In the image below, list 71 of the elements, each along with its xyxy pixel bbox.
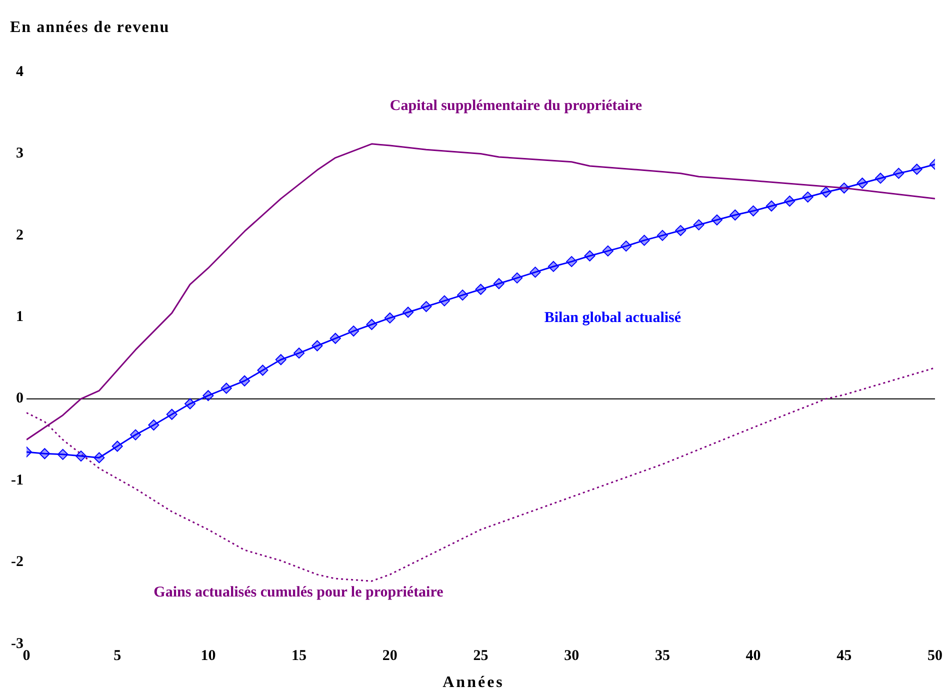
y-tick-label: -2	[10, 554, 24, 570]
point	[638, 234, 650, 246]
y-tick-label: 1	[16, 309, 24, 326]
point	[512, 272, 523, 284]
point	[57, 448, 68, 460]
text: Bilan global actualisé	[544, 310, 682, 326]
x-tick-label: 30	[564, 648, 580, 664]
point	[384, 312, 396, 324]
point	[402, 306, 414, 318]
point	[784, 196, 796, 207]
point	[730, 210, 741, 220]
point	[675, 225, 686, 236]
point	[874, 172, 886, 184]
point	[348, 326, 360, 337]
point	[239, 375, 250, 386]
y-tick-label: -3	[10, 636, 24, 652]
point	[530, 266, 541, 278]
point	[76, 450, 87, 462]
point	[584, 250, 596, 262]
point	[475, 284, 486, 295]
y-tick-label: -1	[10, 472, 24, 488]
point	[366, 318, 378, 330]
point	[548, 260, 559, 272]
point	[94, 452, 105, 464]
point	[820, 186, 832, 198]
series-label: Gains actualisés cumulés pour le propriétaire	[154, 584, 444, 600]
x-tick-label: 15	[292, 648, 307, 664]
point	[602, 245, 614, 256]
point	[802, 192, 814, 203]
point	[766, 200, 777, 212]
point	[202, 390, 214, 402]
y-tick-label: 0	[16, 390, 24, 407]
point	[656, 230, 668, 241]
x-tick-label: 5	[114, 648, 122, 664]
x-tick-label: 50	[928, 648, 942, 664]
point	[112, 440, 123, 452]
point	[312, 340, 323, 352]
point	[220, 382, 232, 394]
y-tick-label: 3	[16, 146, 24, 162]
point	[184, 398, 196, 410]
point	[330, 332, 341, 344]
point	[711, 214, 722, 226]
point	[420, 301, 432, 312]
x-tick-label: 25	[473, 648, 488, 664]
point	[620, 240, 632, 252]
point	[148, 420, 160, 431]
point	[856, 178, 868, 189]
x-tick-label: 45	[836, 648, 852, 664]
x-tick-label: 35	[654, 648, 670, 664]
x-axis-title: Années	[442, 674, 506, 692]
y-tick-label: 4	[16, 64, 24, 80]
point	[130, 429, 142, 440]
point	[693, 219, 704, 230]
point	[911, 164, 922, 175]
text: Capital supplémentaire du propriétaire	[390, 98, 642, 114]
point	[438, 295, 450, 306]
point	[257, 364, 268, 376]
y-axis-title: En années de revenu	[10, 18, 170, 38]
point	[166, 408, 178, 420]
point	[457, 290, 468, 301]
point	[294, 348, 305, 359]
point	[566, 256, 578, 268]
x-tick-label: 20	[382, 648, 398, 664]
point	[893, 168, 904, 179]
x-tick-label: 10	[200, 648, 216, 664]
y-tick-label: 2	[16, 227, 24, 244]
x-tick-label: 40	[746, 648, 761, 664]
point	[748, 205, 759, 216]
point	[493, 278, 504, 290]
point	[39, 448, 50, 460]
point	[275, 354, 286, 366]
